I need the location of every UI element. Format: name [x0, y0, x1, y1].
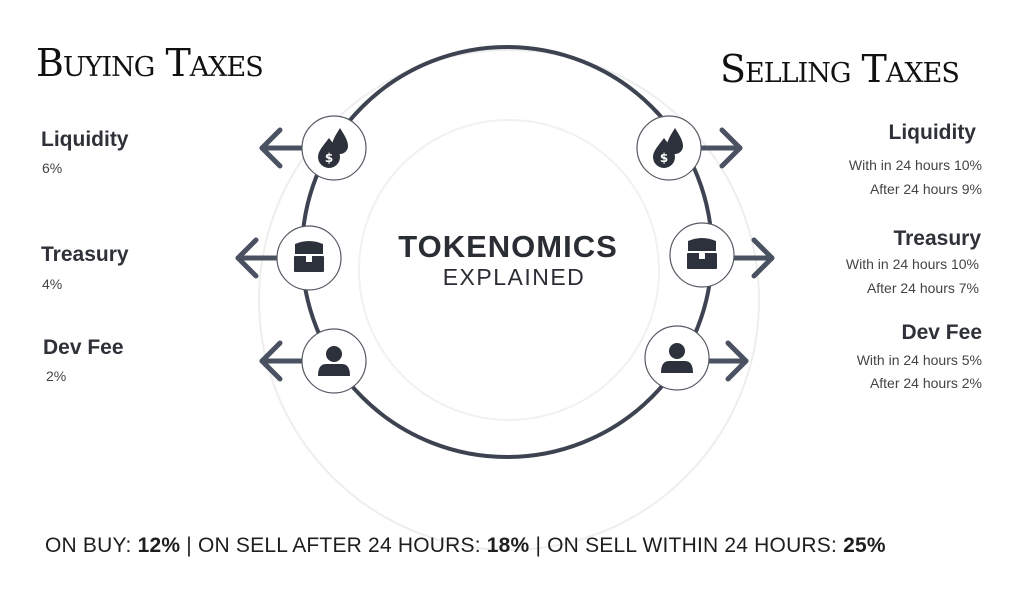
node-sell-liquidity: $: [636, 115, 702, 181]
liquidity-drops-icon: $: [318, 128, 348, 168]
summary-sell-within-label: | ON SELL WITHIN 24 HOURS:: [529, 534, 844, 557]
node-sell-treasury: [669, 222, 735, 288]
summary-buy-value: 12%: [137, 534, 181, 557]
liquidity-drops-icon: $: [653, 128, 683, 168]
svg-text:$: $: [325, 151, 333, 165]
center-subtitle: EXPLAINED: [442, 264, 586, 290]
arrow-left-devfee: [259, 340, 307, 382]
selling-taxes-heading: Selling Taxes: [720, 47, 960, 91]
user-icon: [318, 346, 350, 376]
node-buy-liquidity: $: [301, 115, 367, 181]
node-buy-devfee: [301, 328, 367, 394]
sell-devfee-after: After 24 hours 2%: [869, 375, 982, 391]
tax-summary: ON BUY: 12% | ON SELL AFTER 24 HOURS: 18…: [45, 534, 886, 558]
arrow-right-liquidity: [697, 127, 743, 169]
treasure-chest-icon: [687, 238, 717, 269]
sell-treasury-within: With in 24 hours 10%: [845, 256, 979, 272]
node-sell-devfee: [644, 325, 710, 391]
sell-devfee-within: With in 24 hours 5%: [856, 352, 982, 368]
sell-devfee-title: Dev Fee: [901, 321, 982, 344]
arrow-right-treasury: [731, 237, 775, 279]
treasure-chest-icon: [294, 241, 324, 272]
center-title: TOKENOMICS: [398, 229, 618, 264]
summary-sell-after-label: | ON SELL AFTER 24 HOURS:: [180, 534, 487, 557]
buy-treasury-value: 4%: [42, 276, 63, 292]
buying-taxes-heading: Buying Taxes: [36, 41, 264, 85]
sell-treasury-title: Treasury: [893, 227, 981, 250]
buy-devfee-title: Dev Fee: [43, 336, 124, 359]
svg-text:$: $: [660, 151, 668, 165]
buy-devfee-value: 2%: [46, 368, 67, 384]
arrow-left-liquidity: [259, 127, 307, 169]
sell-liquidity-title: Liquidity: [888, 121, 977, 144]
buy-treasury-title: Treasury: [41, 243, 129, 266]
arrow-right-devfee: [705, 340, 749, 382]
arrow-left-treasury: [235, 237, 281, 279]
sell-liquidity-within: With in 24 hours 10%: [848, 157, 982, 173]
user-icon: [661, 343, 693, 373]
sell-treasury-after: After 24 hours 7%: [866, 280, 979, 296]
buy-liquidity-title: Liquidity: [41, 128, 129, 151]
buy-liquidity-value: 6%: [42, 160, 63, 176]
node-buy-treasury: [276, 225, 342, 291]
summary-sell-after-value: 18%: [486, 534, 530, 557]
summary-buy-label: ON BUY:: [45, 534, 138, 557]
sell-liquidity-after: After 24 hours 9%: [869, 181, 982, 197]
summary-sell-within-value: 25%: [843, 534, 886, 557]
